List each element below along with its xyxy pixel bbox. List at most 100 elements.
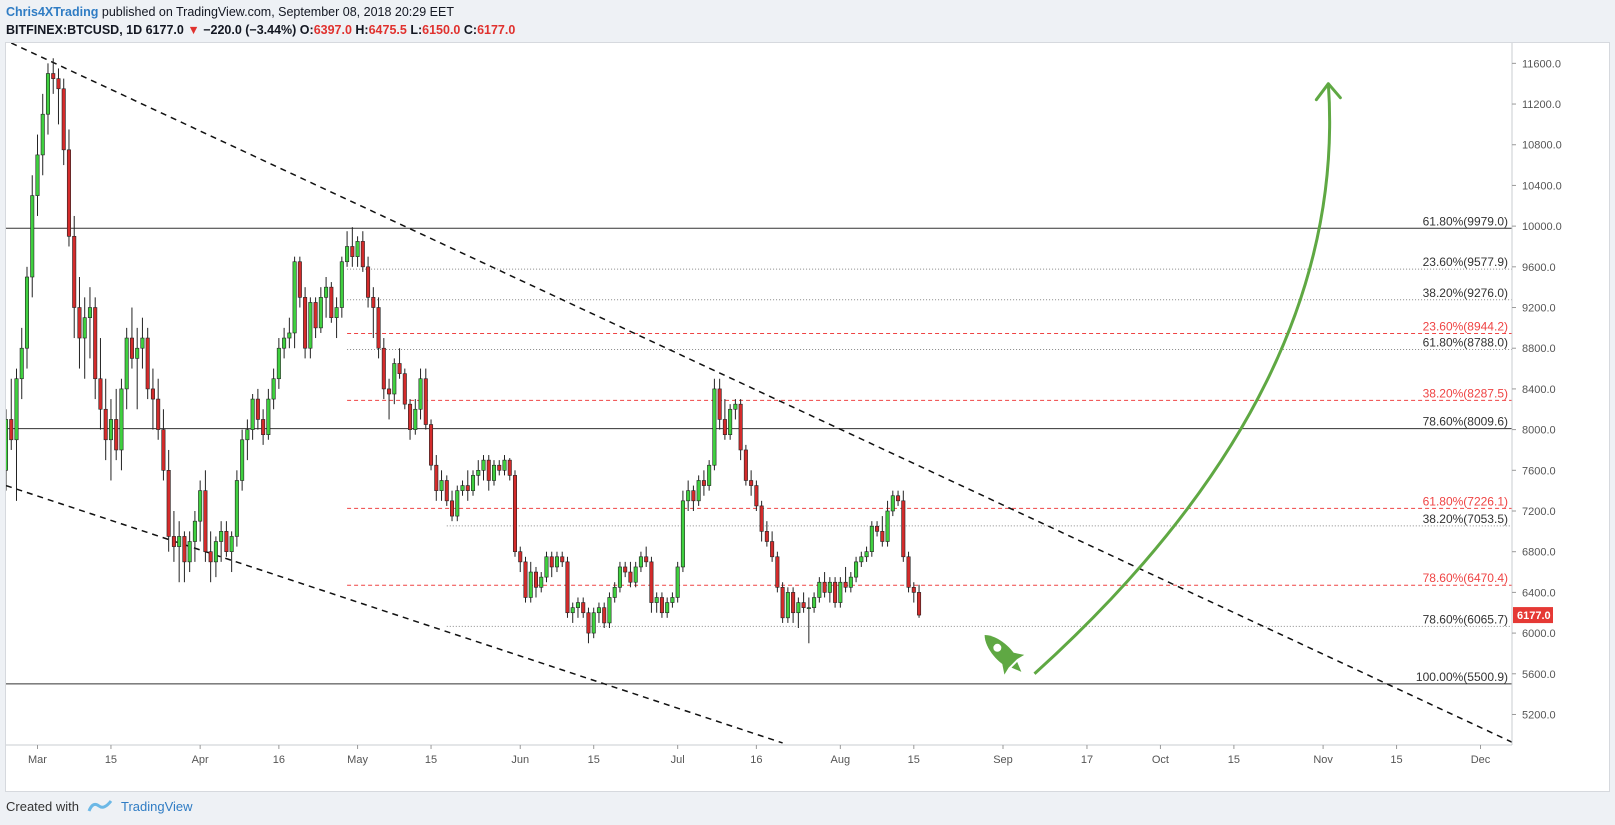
- candle: [764, 521, 769, 547]
- candle-body: [675, 566, 680, 598]
- candle-body: [250, 398, 255, 430]
- candle-body: [150, 388, 155, 400]
- candle: [785, 587, 790, 623]
- candle: [213, 536, 218, 578]
- candle: [381, 338, 386, 400]
- down-arrow-icon: ▼: [187, 23, 200, 37]
- candle-body: [581, 602, 586, 614]
- candle: [859, 551, 864, 567]
- candle-body: [261, 419, 266, 435]
- candle-body: [885, 510, 890, 542]
- candle-body: [297, 261, 302, 298]
- candle: [234, 470, 239, 547]
- plot-area: [6, 43, 1512, 744]
- candle-body: [796, 602, 801, 614]
- candle: [712, 378, 717, 471]
- candle: [497, 460, 502, 476]
- candle: [455, 485, 460, 522]
- candle: [439, 470, 444, 501]
- candle-body: [460, 485, 465, 491]
- candle: [901, 490, 906, 562]
- high-label: H:: [355, 23, 369, 37]
- x-tick-label: Sep: [993, 754, 1013, 766]
- candle: [654, 592, 659, 613]
- x-tick-label: Mar: [28, 754, 47, 766]
- candle: [885, 500, 890, 547]
- candle-body: [607, 597, 612, 624]
- candle: [722, 399, 727, 440]
- candle: [350, 227, 355, 267]
- candle-body: [901, 500, 906, 558]
- y-tick-label: 7200.0: [1522, 506, 1556, 518]
- candle-body: [324, 286, 329, 298]
- candle: [838, 577, 843, 608]
- candle: [665, 597, 670, 618]
- candle-body: [329, 286, 334, 318]
- fib-level-label: 38.20%(7053.5): [1423, 512, 1508, 526]
- candle: [287, 317, 292, 349]
- candle: [198, 480, 203, 542]
- candle: [471, 470, 476, 496]
- x-tick-label: 15: [1390, 754, 1402, 766]
- candle: [533, 566, 538, 598]
- candle-body: [429, 424, 434, 466]
- candle-body: [423, 378, 428, 425]
- candle: [544, 551, 549, 583]
- candle-body: [213, 541, 218, 563]
- candle: [539, 572, 544, 593]
- candle: [848, 572, 853, 593]
- candle-body: [738, 403, 743, 451]
- candle-body: [591, 612, 596, 634]
- candle: [135, 327, 140, 410]
- arrow-head-icon: [1314, 82, 1342, 102]
- tradingview-link[interactable]: TradingView: [120, 798, 193, 814]
- candle-body: [497, 464, 502, 471]
- candle-body: [156, 398, 161, 430]
- candle: [675, 561, 680, 603]
- candle-body: [696, 480, 701, 502]
- candle: [334, 297, 339, 339]
- x-tick-label: Nov: [1313, 754, 1333, 766]
- candle-body: [502, 459, 507, 471]
- candle: [638, 551, 643, 573]
- candle-body: [638, 556, 643, 568]
- fib-level-label: 61.80%(8788.0): [1423, 335, 1508, 349]
- last-price-badge-label: 6177.0: [1517, 610, 1551, 622]
- candle-body: [61, 88, 66, 151]
- candle-body: [465, 485, 470, 491]
- candle-body: [366, 266, 371, 298]
- candle: [728, 404, 733, 440]
- candle: [324, 277, 329, 318]
- candle-body: [439, 480, 444, 491]
- candle: [560, 551, 565, 567]
- candle: [6, 409, 9, 491]
- trendline: [10, 43, 1512, 743]
- candle-body: [198, 490, 203, 522]
- candle-body: [712, 388, 717, 466]
- open-label: O:: [299, 23, 314, 37]
- candle: [523, 556, 528, 603]
- candle-body: [785, 592, 790, 619]
- candle: [93, 297, 98, 400]
- candle-body: [906, 556, 911, 588]
- candle: [371, 287, 376, 339]
- candle: [387, 378, 392, 420]
- candle: [623, 561, 628, 578]
- candle-body: [623, 566, 628, 573]
- candle-body: [192, 520, 197, 542]
- candlestick-chart[interactable]: 5200.0 5600.0 6000.0 6400.0 6800.0 7200.0 7600…: [6, 43, 1609, 791]
- candle-body: [801, 602, 806, 608]
- candle-body: [93, 307, 98, 380]
- candle-body: [644, 556, 649, 563]
- fib-level-label: 38.20%(8287.5): [1423, 386, 1508, 400]
- candle: [628, 561, 633, 588]
- candle-body: [9, 419, 14, 441]
- candle-body: [14, 378, 19, 441]
- candle-body: [896, 495, 901, 502]
- last-price: 6177.0: [145, 23, 184, 37]
- chart-frame[interactable]: 5200.0 5600.0 6000.0 6400.0 6800.0 7200.0 7600…: [5, 42, 1610, 792]
- candle-body: [24, 276, 29, 349]
- candle: [313, 297, 318, 339]
- author-link[interactable]: Chris4XTrading: [6, 5, 99, 19]
- candle: [486, 455, 491, 491]
